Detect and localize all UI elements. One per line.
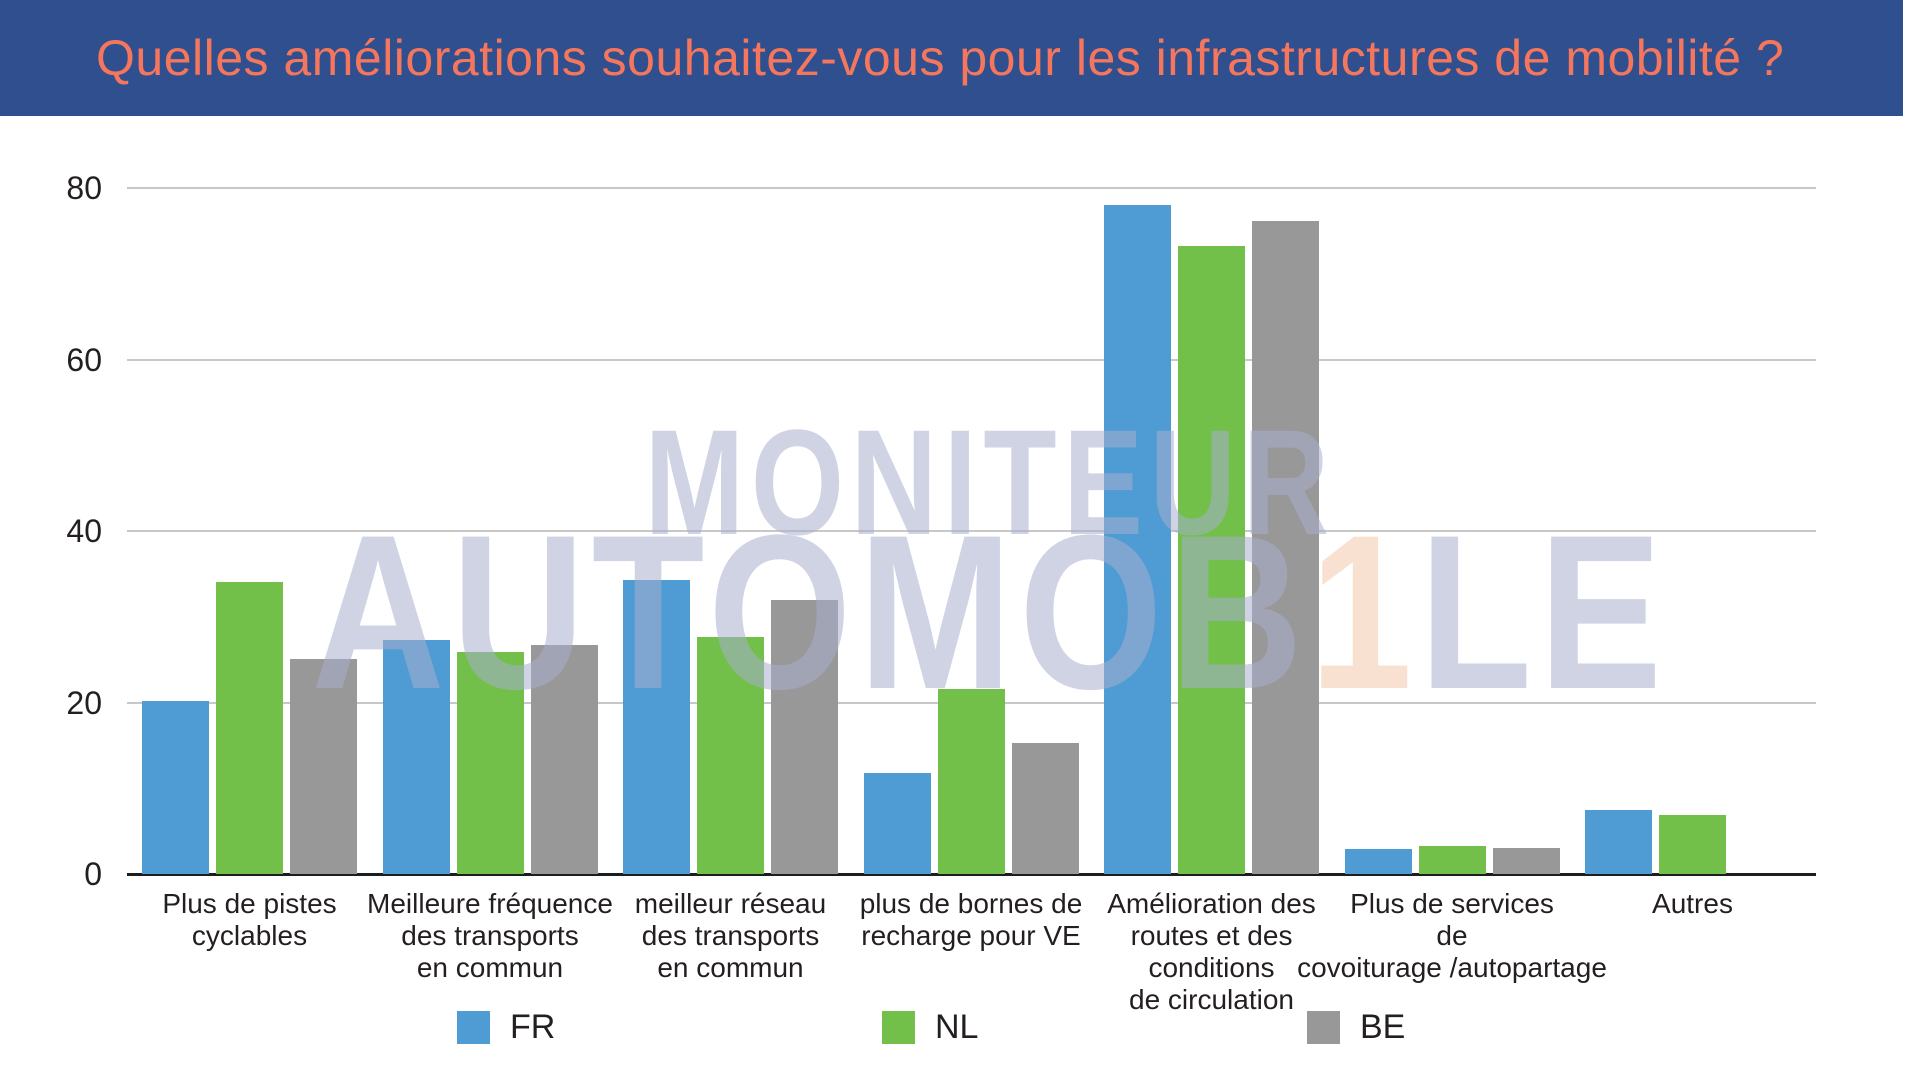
- xcat-label-1: Meilleure fréquence des transports en co…: [367, 888, 613, 983]
- xcat-label-5: Plus de services de covoiturage /autopar…: [1297, 888, 1607, 983]
- bar-NL-category-1: [456, 651, 524, 874]
- gridline-y80: [127, 187, 1816, 189]
- bar-BE-category-1: [530, 645, 598, 874]
- xcat-label-6: Autres: [1652, 888, 1733, 919]
- x-axis-line: [127, 873, 1816, 876]
- bar-FR-category-5: [1344, 849, 1412, 874]
- bar-NL-category-6: [1659, 814, 1726, 874]
- legend-item-NL: NL: [882, 1008, 978, 1047]
- legend-item-FR: FR: [457, 1008, 555, 1047]
- bar-FR-category-1: [382, 639, 450, 874]
- watermark-digit-one: 1: [1309, 489, 1420, 735]
- ytick-label-0: 0: [84, 856, 102, 892]
- ytick-label-20: 20: [66, 684, 102, 721]
- bar-NL-category-2: [697, 637, 764, 874]
- bar-BE-category-3: [1011, 742, 1079, 874]
- ytick-label-60: 60: [66, 341, 102, 378]
- bar-FR-category-6: [1585, 809, 1652, 874]
- xcat-label-4: Amélioration des routes et des condition…: [1107, 888, 1316, 1015]
- legend-label-FR: FR: [510, 1008, 556, 1046]
- legend-label-BE: BE: [1360, 1008, 1406, 1046]
- bar-BE-category-0: [290, 658, 357, 874]
- bar-NL-category-0: [216, 581, 283, 874]
- bar-BE-category-4: [1252, 220, 1319, 874]
- xcat-label-2: meilleur réseau des transports en commun: [634, 888, 827, 983]
- page-title: Quelles améliorations souhaitez-vous pou…: [96, 30, 1785, 86]
- bar-FR-category-3: [863, 772, 931, 874]
- bar-BE-category-2: [771, 599, 838, 874]
- bar-FR-category-0: [142, 700, 209, 874]
- bar-NL-category-3: [937, 688, 1005, 874]
- bar-NL-category-4: [1178, 246, 1245, 874]
- ytick-label-40: 40: [66, 513, 102, 549]
- legend-swatch-BE: [1307, 1011, 1340, 1044]
- legend-label-NL: NL: [935, 1008, 979, 1046]
- bar-BE-category-5: [1492, 848, 1560, 874]
- gridline-y60: [127, 358, 1816, 361]
- xcat-label-0: Plus de pistes cyclables: [162, 888, 337, 951]
- xcat-label-3: plus de bornes de recharge pour VE: [859, 888, 1083, 951]
- bar-FR-category-2: [623, 579, 690, 874]
- bar-FR-category-4: [1104, 205, 1171, 874]
- bar-NL-category-5: [1418, 845, 1486, 874]
- gridline-y40: [127, 530, 1816, 532]
- legend-item-BE: BE: [1307, 1008, 1405, 1047]
- ytick-label-80: 80: [66, 170, 102, 206]
- page-header: Quelles améliorations souhaitez-vous pou…: [0, 0, 1903, 116]
- legend-swatch-FR: [457, 1011, 490, 1044]
- legend-swatch-NL: [882, 1011, 915, 1044]
